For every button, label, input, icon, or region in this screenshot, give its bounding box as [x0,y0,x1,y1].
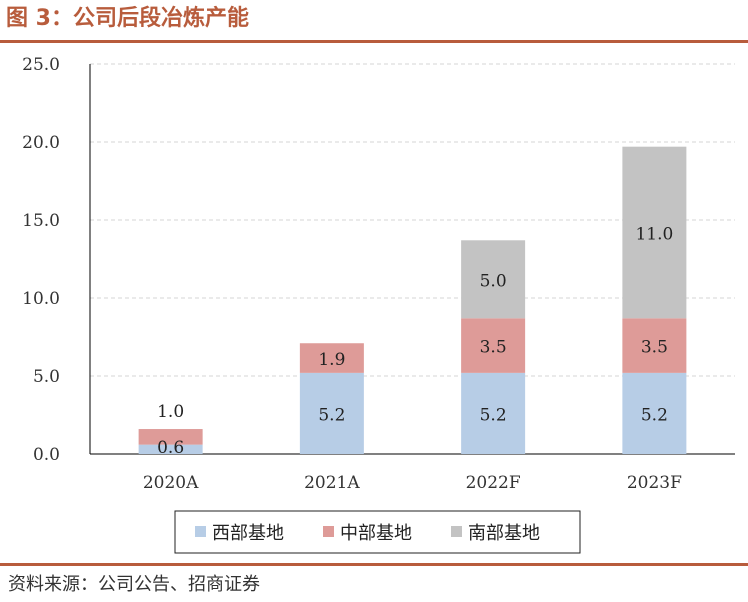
bar-segment [461,318,526,373]
x-tick-label: 2022F [466,473,521,493]
y-tick-label: 15.0 [22,211,60,231]
bar-segment [299,343,364,373]
y-tick-label: 5.0 [33,367,60,387]
data-label: 3.5 [641,338,668,358]
data-label: 1.0 [157,402,184,422]
data-label: 11.0 [635,224,673,244]
y-tick-label: 20.0 [22,133,60,153]
data-labels: 0.6 1.0 5.2 1.9 5.2 3.5 5.0 5.2 3.5 11.0 [157,224,673,458]
y-tick-label: 0.0 [33,445,60,465]
data-label: 5.2 [318,405,345,425]
gridlines [90,63,735,377]
bar-segment [622,318,687,373]
data-label: 3.5 [480,338,507,358]
y-tick-label: 25.0 [22,55,60,75]
bar-segment [461,372,526,454]
bar-segment [299,372,364,454]
bar-segment [622,372,687,454]
data-label: 5.0 [480,271,507,291]
x-tick-label: 2023F [627,473,682,493]
footer-rule [0,563,748,566]
legend-label: 南部基地 [468,523,540,544]
title-rule [0,40,748,43]
bar-segment [138,444,203,454]
legend-swatch [195,526,206,537]
legend-box [174,510,581,554]
y-tick-label: 10.0 [22,289,60,309]
data-label: 1.9 [318,350,345,370]
bar-segment [461,240,526,319]
x-tick-label: 2020A [143,473,199,493]
data-label: 5.2 [641,405,668,425]
x-tick-label: 2021A [304,473,360,493]
stacked-bar-chart: 0.6 1.0 5.2 1.9 5.2 3.5 5.0 5.2 3.5 11.0 0.0 5.0 10… [22,55,735,554]
bars [138,146,687,454]
bar-segment [138,429,203,445]
data-label: 0.6 [157,438,184,458]
legend-swatch [323,526,334,537]
source-note: 资料来源：公司公告、招商证券 [8,574,260,595]
legend-label: 中部基地 [340,523,412,544]
tick-labels: 0.0 5.0 10.0 15.0 20.0 25.0 2020A 2021A 2022F 202… [22,55,682,493]
legend-label: 西部基地 [212,523,284,544]
chart-title: 图 3：公司后段冶炼产能 [6,6,249,31]
data-label: 5.2 [480,405,507,425]
legend: 西部基地 中部基地 南部基地 [174,510,581,554]
bar-segment [622,146,687,319]
legend-swatch [451,526,462,537]
